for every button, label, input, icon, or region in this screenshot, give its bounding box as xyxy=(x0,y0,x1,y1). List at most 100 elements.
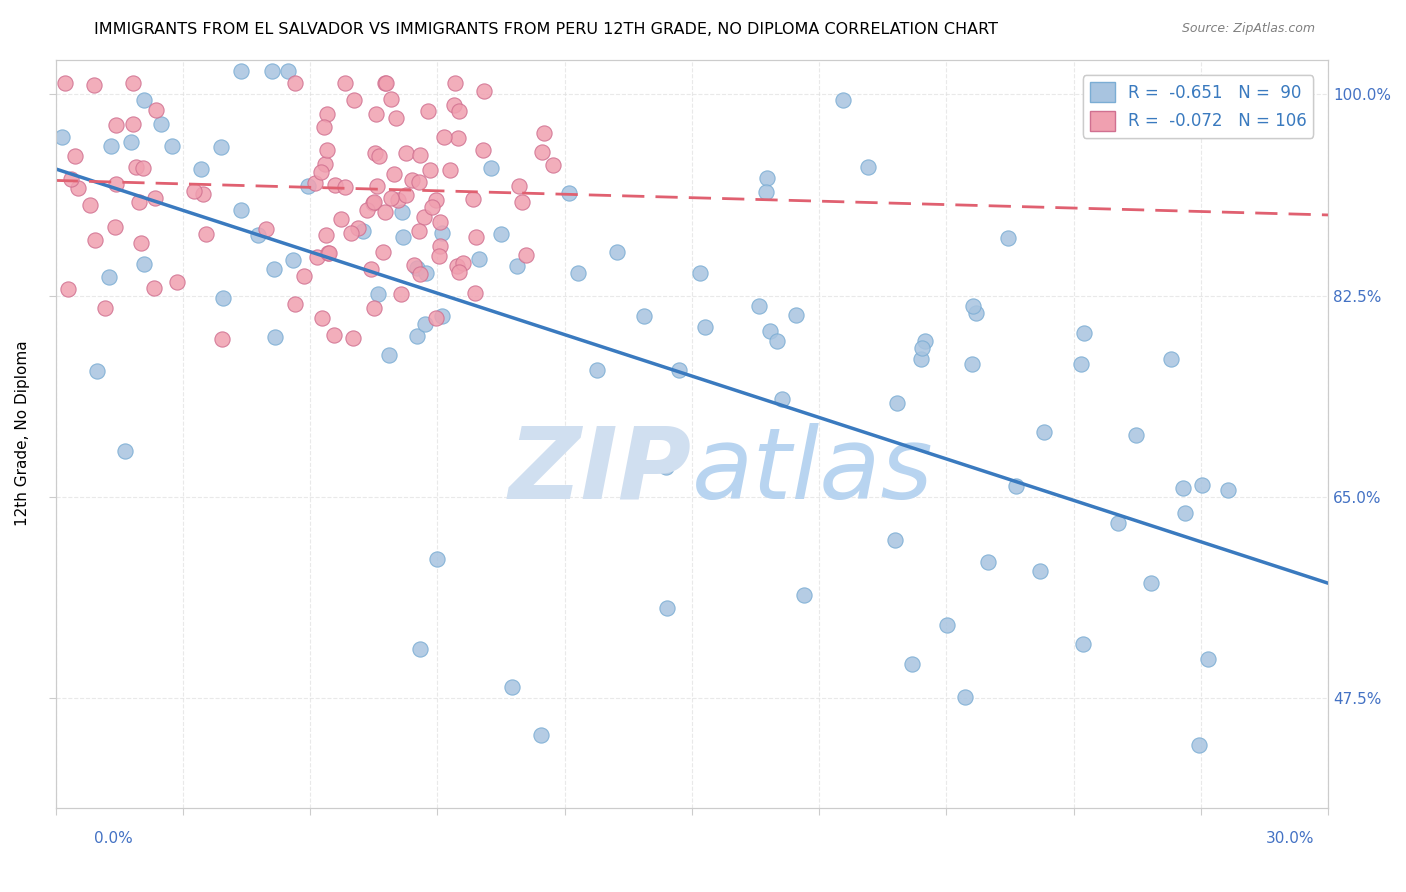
Point xyxy=(464,230,486,244)
Point xyxy=(100,139,122,153)
Point xyxy=(160,139,183,153)
Point xyxy=(689,266,711,280)
Point xyxy=(471,144,494,158)
Point xyxy=(531,145,554,159)
Point xyxy=(412,210,434,224)
Point xyxy=(229,64,252,78)
Point xyxy=(489,227,512,241)
Point xyxy=(132,161,155,176)
Point xyxy=(395,188,418,202)
Point xyxy=(323,328,346,343)
Point xyxy=(367,286,389,301)
Point xyxy=(444,76,467,90)
Point xyxy=(380,92,402,106)
Point xyxy=(329,212,352,227)
Point xyxy=(1125,428,1147,442)
Point xyxy=(430,310,453,324)
Point xyxy=(120,135,142,149)
Point xyxy=(385,111,408,125)
Point xyxy=(143,281,166,295)
Point xyxy=(427,249,450,263)
Point xyxy=(103,219,125,234)
Point xyxy=(409,642,432,657)
Point xyxy=(209,140,232,154)
Point xyxy=(380,191,402,205)
Point xyxy=(387,193,409,207)
Point xyxy=(128,195,150,210)
Point xyxy=(567,266,589,280)
Point xyxy=(352,224,374,238)
Point xyxy=(425,311,447,326)
Point xyxy=(461,192,484,206)
Point xyxy=(277,64,299,78)
Point xyxy=(1139,576,1161,591)
Point xyxy=(515,248,537,262)
Point xyxy=(1216,483,1239,497)
Point xyxy=(770,392,793,406)
Point xyxy=(965,306,987,320)
Point xyxy=(212,291,235,305)
Point xyxy=(668,362,690,376)
Point xyxy=(378,348,401,362)
Point xyxy=(1073,326,1095,341)
Point xyxy=(446,260,468,274)
Point xyxy=(911,341,934,355)
Point xyxy=(1171,482,1194,496)
Point xyxy=(914,334,936,349)
Point xyxy=(335,76,357,90)
Point xyxy=(409,148,432,162)
Point xyxy=(443,98,465,112)
Point xyxy=(886,396,908,410)
Point xyxy=(408,224,430,238)
Point xyxy=(758,324,780,338)
Point xyxy=(655,460,678,475)
Point xyxy=(533,126,555,140)
Point xyxy=(1033,425,1056,440)
Point xyxy=(65,149,87,163)
Point xyxy=(83,78,105,92)
Point xyxy=(406,328,429,343)
Point xyxy=(785,309,807,323)
Point xyxy=(364,107,387,121)
Text: IMMIGRANTS FROM EL SALVADOR VS IMMIGRANTS FROM PERU 12TH GRADE, NO DIPLOMA CORRE: IMMIGRANTS FROM EL SALVADOR VS IMMIGRANT… xyxy=(94,22,998,37)
Point xyxy=(425,193,447,207)
Point xyxy=(1191,478,1213,492)
Point xyxy=(472,84,495,98)
Text: ZIP: ZIP xyxy=(509,423,692,519)
Point xyxy=(51,130,73,145)
Point xyxy=(314,157,336,171)
Point xyxy=(439,162,461,177)
Point xyxy=(260,64,283,78)
Point xyxy=(304,176,326,190)
Point xyxy=(254,221,277,235)
Point xyxy=(693,320,716,334)
Point xyxy=(363,196,385,211)
Point xyxy=(166,275,188,289)
Point xyxy=(79,198,101,212)
Point xyxy=(1004,479,1026,493)
Point xyxy=(605,244,627,259)
Point xyxy=(402,259,425,273)
Point xyxy=(479,161,502,175)
Point xyxy=(360,262,382,277)
Point xyxy=(281,253,304,268)
Point xyxy=(910,351,932,366)
Point xyxy=(374,76,396,90)
Point xyxy=(530,728,553,742)
Point xyxy=(356,202,378,217)
Point xyxy=(884,533,907,548)
Point xyxy=(374,205,396,219)
Point xyxy=(374,76,396,90)
Point xyxy=(333,179,356,194)
Point xyxy=(342,331,364,345)
Point xyxy=(195,227,218,241)
Point xyxy=(363,301,385,315)
Point xyxy=(391,205,413,219)
Point xyxy=(997,231,1019,245)
Point xyxy=(373,244,395,259)
Point xyxy=(433,130,456,145)
Point xyxy=(415,266,437,280)
Point xyxy=(1174,506,1197,520)
Point xyxy=(312,120,335,135)
Point xyxy=(315,227,337,242)
